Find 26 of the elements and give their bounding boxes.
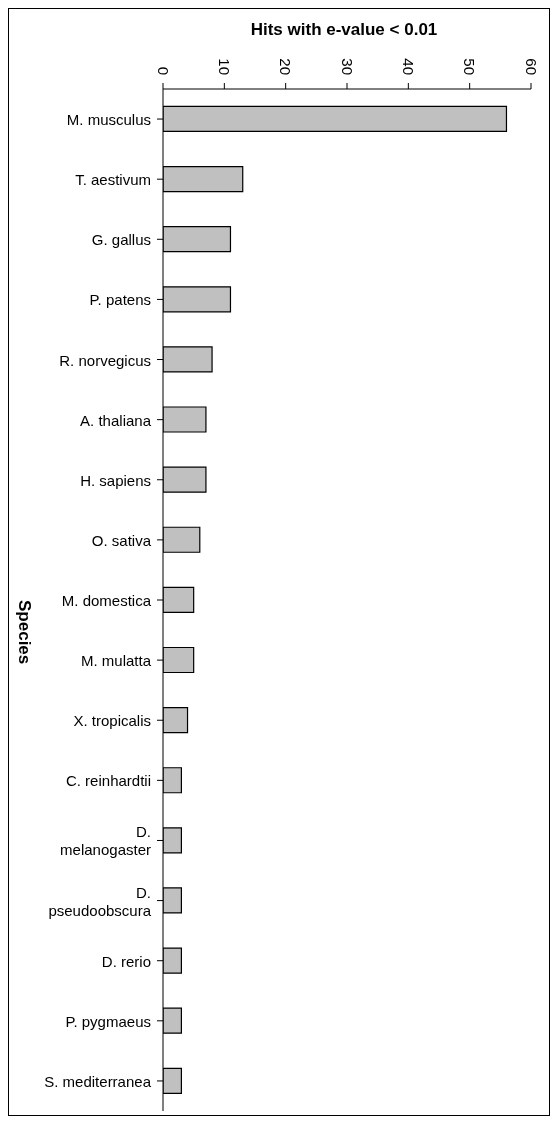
y-tick-label: P. patens [89,290,151,308]
y-tick-label: O. sativa [91,531,152,549]
y-tick-label: D. rerio [101,952,151,970]
y-tick-label: A. thaliana [80,411,152,429]
x-tick-label: 50 [461,58,479,75]
y-tick-label: H. sapiens [80,471,151,489]
x-tick-label: 60 [522,58,540,75]
y-tick-label: C. reinhardtii [65,771,151,789]
y-tick-label: R. norvegicus [59,351,151,369]
y-tick-label: P. pygmaeus [65,1012,151,1030]
x-axis-title: Hits with e-value < 0.01 [249,20,439,40]
y-tick-label: X. tropicalis [73,711,151,729]
x-tick-label: 0 [154,66,172,75]
y-tick-label: D. pseudoobscura [48,883,152,919]
x-tick-label: 20 [277,58,295,75]
y-tick-label: D. melanogaster [60,822,151,858]
x-tick-label: 30 [338,58,356,75]
y-axis-title: Species [14,600,34,665]
x-tick-label: 10 [215,58,233,75]
x-tick-label: 40 [399,58,417,75]
y-tick-label: S. mediterranea [44,1072,152,1090]
y-tick-label: M. mulatta [80,651,152,669]
y-tick-label: M. domestica [61,591,152,609]
y-tick-label: G. gallus [91,230,151,248]
y-tick-label: T. aestivum [75,170,151,188]
y-tick-label: M. musculus [66,110,151,128]
